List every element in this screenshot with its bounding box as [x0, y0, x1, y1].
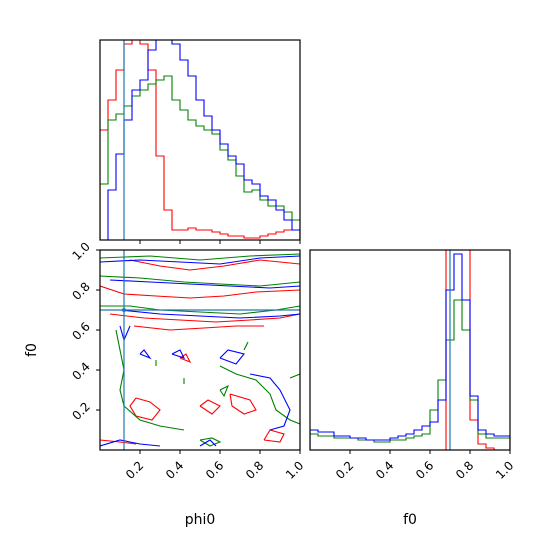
contour-xtick-label: 0.2	[123, 458, 146, 481]
contour-green-9	[199, 437, 222, 447]
contour-green-4	[219, 365, 300, 425]
hist-f0-frame	[309, 249, 511, 451]
hist-f0-xtick-label: 0.6	[413, 458, 436, 481]
contour-blue-3	[119, 325, 131, 342]
hist-f0-xtick-label: 0.2	[333, 458, 356, 481]
hist-phi0-panel	[99, 39, 301, 244]
contour-green-0	[100, 253, 300, 261]
hist-phi0-series-green	[100, 75, 300, 240]
contour-blue-8	[100, 439, 161, 447]
contour-ytick-label: 0.6	[69, 319, 92, 342]
contour-red-3	[133, 325, 264, 331]
contour-ytick-label: 0.2	[69, 399, 92, 422]
truth-point	[122, 308, 126, 312]
contour-red-9	[100, 439, 137, 445]
hist-phi0-series-blue	[100, 40, 300, 240]
hist-f0-xtick-label: 1.0	[493, 458, 516, 481]
contour-blue-1	[109, 279, 300, 289]
contour-blue-6	[219, 349, 245, 365]
contour-ytick-label: 0.4	[69, 359, 92, 382]
contour-red-4	[129, 397, 161, 421]
contour-xtick-label: 0.4	[163, 458, 186, 481]
contour-red-0	[129, 259, 300, 271]
contour-red-2	[109, 313, 300, 323]
contour-green-3	[115, 329, 185, 431]
contour-blue-9	[199, 439, 217, 447]
contour-blue-4	[139, 349, 152, 360]
contour-red-8	[179, 353, 192, 364]
contour-blue-7	[249, 373, 291, 431]
contour-green-10	[219, 384, 230, 398]
contour-ytick-label: 0.8	[69, 279, 92, 302]
hist-f0-series-red	[310, 250, 510, 450]
contour-xtick-label: 0.6	[203, 458, 226, 481]
hist-f0-xtick-label: 0.4	[373, 458, 396, 481]
contour-red-7	[263, 429, 285, 443]
contour-red-6	[229, 393, 257, 415]
contour-phi0-f0-panel: 0.2 0.4 0.6 0.8 1.0 0.2 0.4 0.6 0.8 1.0	[69, 239, 306, 481]
contour-red-5	[199, 399, 221, 415]
contour-green-1	[100, 275, 300, 287]
hist-phi0-frame	[99, 39, 301, 241]
ylabel-f0: f0	[24, 343, 40, 357]
contour-blue-0	[100, 255, 300, 265]
contour-ytick-label: 1.0	[69, 239, 92, 262]
contour-xtick-label: 0.8	[243, 458, 266, 481]
hist-f0-series-blue	[310, 253, 510, 450]
hist-f0-series-green	[310, 299, 510, 450]
contour-green-5	[243, 341, 249, 351]
xlabel-f0: f0	[403, 512, 417, 528]
hist-phi0-series-red	[100, 40, 300, 240]
contour-blue-2	[119, 309, 300, 319]
hist-f0-xtick-label: 0.8	[453, 458, 476, 481]
xlabel-phi0: phi0	[185, 512, 216, 528]
contour-blue-5	[171, 349, 186, 359]
hist-f0-panel: 0.2 0.4 0.6 0.8 1.0	[309, 249, 516, 482]
contour-green-6	[289, 373, 300, 379]
contour-frame	[99, 249, 301, 451]
contour-xtick-label: 1.0	[283, 458, 306, 481]
